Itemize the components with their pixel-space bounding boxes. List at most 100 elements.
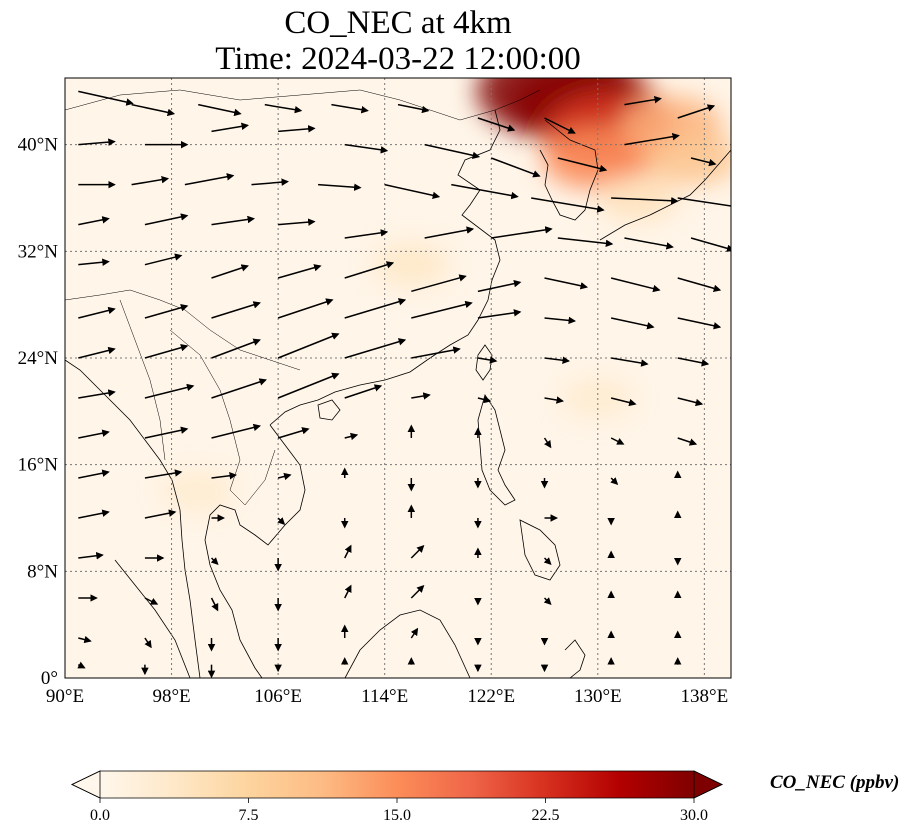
wind-arrow — [144, 304, 189, 319]
wind-arrow — [344, 143, 389, 154]
wind-arrow — [78, 552, 104, 560]
wind-arrow — [278, 218, 316, 226]
coastline-korea — [539, 119, 599, 221]
wind-arrow — [344, 261, 395, 279]
wind-arrow — [344, 384, 383, 399]
wind-arrow — [677, 397, 704, 407]
wind-arrow — [411, 274, 467, 293]
wind-arrow — [78, 509, 110, 519]
wind-arrow — [677, 197, 731, 207]
latitude-tick-label: 16°N — [18, 455, 59, 476]
wind-arrow — [610, 477, 619, 486]
wind-arrow — [410, 584, 425, 599]
wind-arrow — [531, 197, 605, 213]
wind-arrow — [211, 423, 261, 439]
wind-arrow — [544, 117, 576, 134]
longitude-tick-label: 98°E — [152, 686, 190, 707]
latitude-tick-label: 8°N — [27, 561, 58, 582]
coastline-bay-of-bengal — [65, 359, 201, 678]
wind-arrow — [144, 426, 189, 439]
latitude-tick-label: 40°N — [18, 135, 59, 156]
wind-arrow — [544, 396, 564, 404]
longitude-tick-label: 90°E — [46, 686, 84, 707]
latitude-tick-label: 32°N — [18, 241, 59, 262]
coastline-philippines-south — [519, 519, 561, 581]
concentration-plume — [373, 243, 449, 287]
wind-arrow — [277, 517, 286, 526]
concentration-plume — [162, 470, 235, 512]
wind-arrow — [610, 397, 637, 407]
longitude-tick-label: 138°E — [681, 686, 729, 707]
longitude-tick-label: 122°E — [467, 686, 515, 707]
wind-arrow — [490, 157, 541, 178]
wind-arrow — [78, 346, 116, 359]
wind-arrow — [477, 309, 522, 319]
wind-arrow — [677, 357, 710, 367]
wind-arrow — [610, 277, 661, 293]
wind-arrow — [277, 298, 334, 319]
wind-arrow — [677, 437, 698, 446]
colorbar-tick-label: 22.5 — [532, 807, 560, 824]
wind-arrow — [144, 344, 189, 359]
map-subtitle-time: Time: 2024-03-22 12:00:00 — [215, 41, 581, 77]
wind-arrow — [211, 472, 238, 480]
wind-arrow — [543, 437, 552, 449]
latitude-tick-label: 0° — [41, 668, 58, 689]
coastline-indochina — [204, 424, 306, 678]
wind-arrow — [210, 557, 219, 566]
wind-arrow — [610, 357, 649, 367]
colorbar-extend-max — [693, 770, 723, 799]
wind-arrow — [344, 338, 407, 359]
wind-arrow — [344, 229, 389, 239]
wind-arrow — [278, 125, 316, 133]
wind-arrow — [677, 104, 716, 119]
wind-arrow — [624, 237, 674, 250]
map-panel — [64, 77, 732, 679]
longitude-tick-label: 130°E — [574, 686, 622, 707]
wind-arrow — [131, 103, 176, 117]
coastline-sulawesi — [564, 639, 586, 678]
wind-arrow — [131, 175, 170, 186]
wind-arrow — [690, 237, 731, 252]
wind-arrow — [424, 226, 475, 239]
colorbar-gradient — [100, 771, 694, 798]
longitude-tick-label: 114°E — [361, 686, 408, 707]
wind-arrow — [557, 157, 608, 173]
wind-arrow — [264, 103, 303, 114]
wind-arrow — [144, 383, 195, 399]
coastline-mainland-china — [269, 109, 501, 426]
wind-arrow — [344, 544, 352, 559]
wind-arrow — [78, 635, 92, 644]
wind-arrow — [690, 157, 717, 167]
wind-arrow — [277, 332, 340, 359]
wind-arrow — [677, 277, 722, 292]
border-china-mongolia — [65, 89, 541, 121]
wind-arrow — [144, 469, 183, 479]
wind-arrow — [543, 597, 552, 606]
coastlines — [65, 109, 731, 678]
wind-arrow — [543, 557, 552, 566]
wind-arrow — [77, 661, 86, 669]
wind-arrow — [411, 392, 431, 400]
wind-arrow — [624, 95, 662, 106]
colorbar-tick-label: 0.0 — [90, 807, 110, 824]
latitude-tick-label: 24°N — [18, 348, 59, 369]
wind-arrow — [424, 143, 481, 160]
wind-arrow — [211, 378, 267, 399]
wind-arrow — [544, 356, 571, 364]
wind-arrow — [211, 122, 249, 133]
wind-arrow — [677, 317, 722, 330]
wind-arrow — [544, 277, 588, 290]
wind-arrow — [78, 258, 110, 266]
wind-arrow — [557, 237, 614, 248]
wind-arrow — [277, 264, 322, 279]
wind-arrow — [318, 183, 362, 191]
latitude-axis: 0° 8°N 16°N 24°N 32°N 40°N — [18, 135, 59, 689]
colorbar-tick-label: 30.0 — [680, 807, 708, 824]
wind-arrow — [610, 437, 625, 445]
wind-arrow — [78, 306, 116, 319]
wind-arrow — [451, 183, 519, 200]
wind-arrow — [78, 138, 116, 146]
colorbar-tick-label: 15.0 — [383, 807, 411, 824]
border-indochina — [169, 329, 276, 506]
